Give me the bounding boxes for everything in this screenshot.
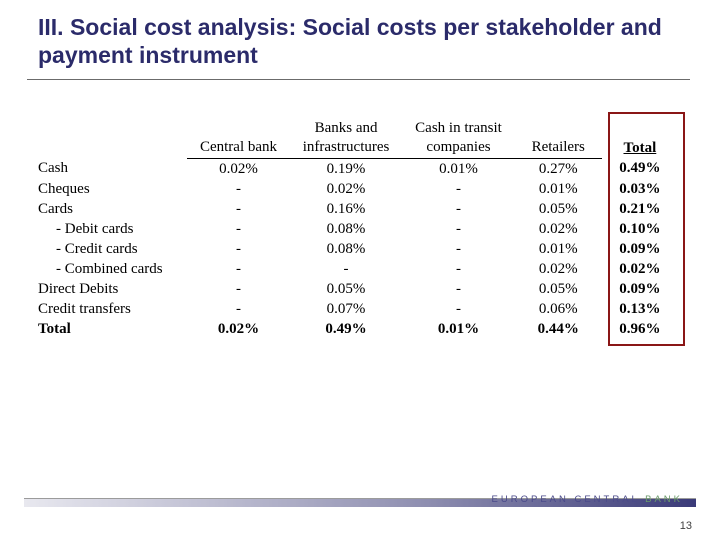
table-row: - Combined cards---0.02%0.02% (38, 259, 678, 279)
cell: 0.01% (515, 239, 602, 259)
cell: 0.07% (290, 299, 402, 319)
hdr-col3-line2: companies (402, 139, 514, 159)
row-label: Direct Debits (38, 279, 187, 299)
cell: 0.01% (402, 319, 514, 339)
ecb-left: EUROPEAN CENTRAL (492, 494, 640, 505)
slide: III. Social cost analysis: Social costs … (0, 0, 720, 540)
cell: 0.03% (602, 179, 678, 199)
footer: EUROPEAN CENTRAL BANK (24, 498, 696, 518)
cell: 0.27% (515, 159, 602, 180)
cell: 0.02% (290, 179, 402, 199)
hdr-col2-line2: infrastructures (290, 139, 402, 159)
cell: 0.01% (515, 179, 602, 199)
cell: - (187, 259, 290, 279)
ecb-logo-text: EUROPEAN CENTRAL BANK (492, 494, 683, 505)
cell: - (402, 179, 514, 199)
cell: 0.05% (515, 279, 602, 299)
table-row: Direct Debits-0.05%-0.05%0.09% (38, 279, 678, 299)
table-row: Total0.02%0.49%0.01%0.44%0.96% (38, 319, 678, 339)
cell: 0.02% (515, 219, 602, 239)
row-label: - Debit cards (38, 219, 187, 239)
row-label: Total (38, 319, 187, 339)
table-head: Banks and Cash in transit Total Central … (38, 120, 678, 159)
cell: - (402, 299, 514, 319)
table-row: Cash0.02%0.19%0.01%0.27%0.49% (38, 159, 678, 180)
table-row: - Debit cards-0.08%-0.02%0.10% (38, 219, 678, 239)
cell: 0.44% (515, 319, 602, 339)
row-label: Cheques (38, 179, 187, 199)
hdr-col4-line1 (515, 120, 602, 139)
hdr-col1-line1 (187, 120, 290, 139)
header-row-2: Central bank infrastructures companies R… (38, 139, 678, 159)
table-row: Cheques-0.02%-0.01%0.03% (38, 179, 678, 199)
cell: 0.08% (290, 219, 402, 239)
table-wrap: Banks and Cash in transit Total Central … (38, 120, 678, 339)
cell: 0.10% (602, 219, 678, 239)
cost-table: Banks and Cash in transit Total Central … (38, 120, 678, 339)
page-number: 13 (680, 520, 692, 532)
cell: - (187, 299, 290, 319)
cell: - (402, 199, 514, 219)
cell: - (187, 279, 290, 299)
cell: 0.19% (290, 159, 402, 180)
cell: 0.05% (290, 279, 402, 299)
cell: 0.13% (602, 299, 678, 319)
cell: 0.02% (602, 259, 678, 279)
cell: 0.02% (187, 159, 290, 180)
hdr-col3-line1: Cash in transit (402, 120, 514, 139)
cell: 0.09% (602, 279, 678, 299)
row-label: - Credit cards (38, 239, 187, 259)
hdr-col2-line1: Banks and (290, 120, 402, 139)
cell: 0.01% (402, 159, 514, 180)
cell: 0.16% (290, 199, 402, 219)
hdr-col4-line2: Retailers (515, 139, 602, 159)
cell: 0.02% (515, 259, 602, 279)
cell: 0.21% (602, 199, 678, 219)
cell: 0.08% (290, 239, 402, 259)
cell: 0.49% (602, 159, 678, 180)
cell: - (402, 219, 514, 239)
row-label: - Combined cards (38, 259, 187, 279)
hdr-col1-line2: Central bank (187, 139, 290, 159)
ecb-right: BANK (639, 494, 683, 505)
cell: 0.49% (290, 319, 402, 339)
table-row: Credit transfers-0.07%-0.06%0.13% (38, 299, 678, 319)
cell: - (402, 259, 514, 279)
row-label: Cards (38, 199, 187, 219)
cell: 0.96% (602, 319, 678, 339)
cell: - (187, 239, 290, 259)
cell: 0.05% (515, 199, 602, 219)
row-label: Cash (38, 159, 187, 180)
table-row: - Credit cards-0.08%-0.01%0.09% (38, 239, 678, 259)
cell: 0.09% (602, 239, 678, 259)
page-title: III. Social cost analysis: Social costs … (38, 14, 690, 69)
cell: 0.02% (187, 319, 290, 339)
table-body: Cash0.02%0.19%0.01%0.27%0.49%Cheques-0.0… (38, 159, 678, 340)
cell: - (402, 239, 514, 259)
cell: - (187, 219, 290, 239)
cell: 0.06% (515, 299, 602, 319)
cell: - (290, 259, 402, 279)
table-row: Cards-0.16%-0.05%0.21% (38, 199, 678, 219)
hdr-col5: Total (602, 120, 678, 159)
title-rule (27, 79, 690, 80)
cell: - (187, 179, 290, 199)
row-label: Credit transfers (38, 299, 187, 319)
cell: - (402, 279, 514, 299)
header-row-1: Banks and Cash in transit Total (38, 120, 678, 139)
title-block: III. Social cost analysis: Social costs … (0, 0, 720, 75)
cell: - (187, 199, 290, 219)
